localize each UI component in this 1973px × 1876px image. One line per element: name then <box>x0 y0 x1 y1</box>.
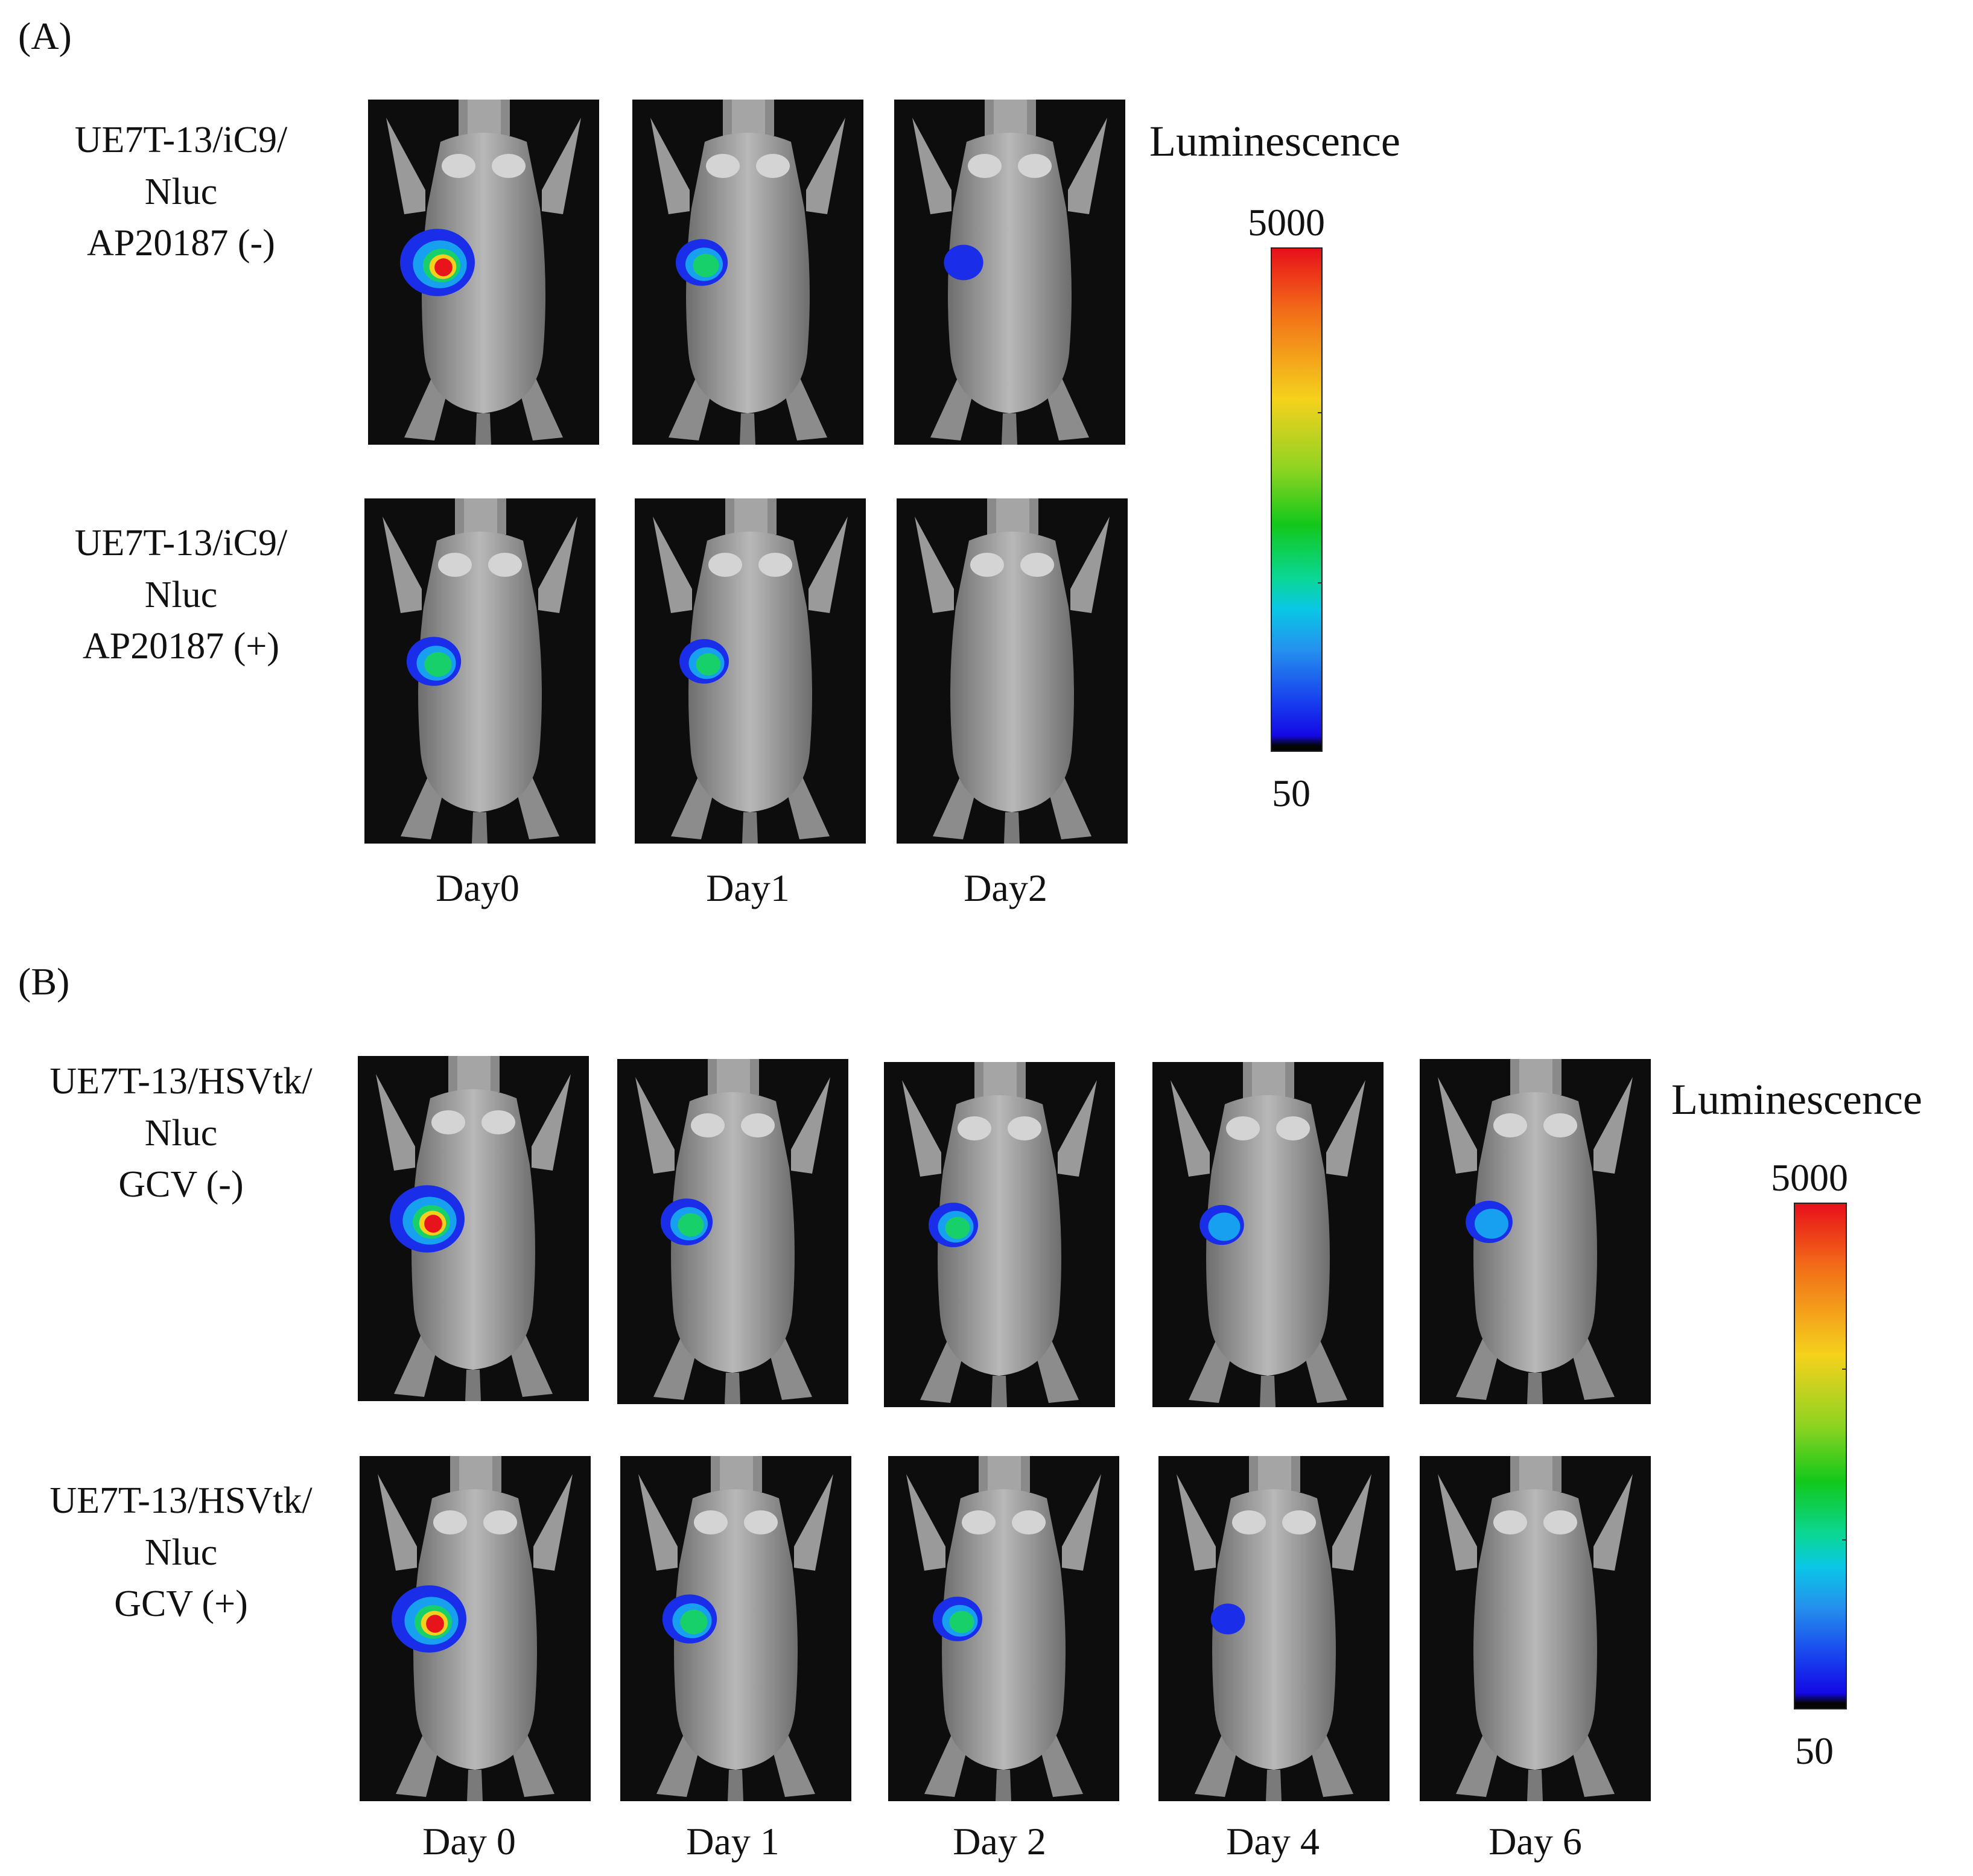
luminescence-signal <box>392 1585 466 1653</box>
scale-max-b: 5000 <box>1771 1156 1848 1199</box>
row-label-line1: UE7T-13/HSVtk/ <box>49 1061 313 1102</box>
luminescence-signal <box>675 239 728 286</box>
mouse-image-b-r2-day0 <box>360 1456 591 1801</box>
day-label-a-0: Day0 <box>436 866 519 909</box>
mouse-image-a-r1-day0 <box>368 100 599 445</box>
day-label-b-3: Day 4 <box>1226 1820 1320 1863</box>
luminescence-signal <box>1199 1204 1244 1245</box>
row-label-line2: Nluc <box>144 574 218 615</box>
colorbar-b <box>1794 1203 1847 1709</box>
panel-b-row1-label: UE7T-13/HSVtk/ Nluc GCV (-) <box>12 1056 350 1211</box>
day-label-a-2: Day2 <box>964 866 1047 909</box>
day-label-b-4: Day 6 <box>1488 1820 1582 1863</box>
day-label-b-2: Day 2 <box>953 1820 1046 1863</box>
colorbar-tick <box>1318 412 1323 413</box>
panel-a-row2-label: UE7T-13/iC9/ Nluc AP20187 (+) <box>42 518 320 673</box>
row-label-line2: Nluc <box>144 1112 218 1154</box>
mouse-image-b-r2-day1 <box>620 1456 851 1801</box>
luminescence-title-a: Luminescence <box>1149 117 1400 165</box>
mouse-image-b-r2-day2 <box>888 1456 1119 1801</box>
row-label-line2: Nluc <box>144 1531 218 1573</box>
mouse-image-a-r2-day1 <box>635 498 866 844</box>
row-label-line1: UE7T-13/iC9/ <box>74 119 288 161</box>
colorbar-a <box>1271 247 1323 752</box>
row-label-line3: AP20187 (+) <box>82 626 279 667</box>
mouse-image-b-r1-day6 <box>1420 1059 1651 1404</box>
panel-b-label: (B) <box>18 960 70 1003</box>
luminescence-signal <box>944 244 983 281</box>
mouse-image-a-r1-day2 <box>894 100 1125 445</box>
day-label-b-0: Day 0 <box>422 1820 516 1863</box>
luminescence-signal <box>929 1203 978 1247</box>
scale-min-a: 50 <box>1272 772 1311 815</box>
luminescence-signal <box>406 637 462 686</box>
mouse-image-b-r2-day6 <box>1420 1456 1651 1801</box>
row-label-line1: UE7T-13/HSVtk/ <box>49 1480 313 1521</box>
scale-min-b: 50 <box>1795 1729 1834 1772</box>
luminescence-signal <box>400 229 475 296</box>
colorbar-tick <box>1842 1369 1847 1370</box>
row-label-line1: UE7T-13/iC9/ <box>74 523 288 564</box>
row-label-line3: GCV (+) <box>114 1583 248 1625</box>
mouse-image-a-r1-day1 <box>632 100 863 445</box>
mouse-image-a-r2-day0 <box>364 498 596 844</box>
luminescence-signal <box>933 1597 982 1641</box>
luminescence-signal <box>1466 1200 1513 1244</box>
mouse-image-b-r1-day2 <box>884 1062 1115 1407</box>
row-label-line3: AP20187 (-) <box>87 223 275 264</box>
mouse-image-b-r1-day0 <box>358 1056 589 1401</box>
mouse-image-a-r2-day2 <box>897 498 1128 844</box>
colorbar-tick <box>1318 582 1323 583</box>
panel-a-label: (A) <box>18 14 72 57</box>
scale-max-a: 5000 <box>1248 201 1325 244</box>
luminescence-signal <box>1210 1603 1245 1635</box>
luminescence-signal <box>662 1594 717 1644</box>
luminescence-signal <box>390 1185 465 1253</box>
panel-b-row2-label: UE7T-13/HSVtk/ Nluc GCV (+) <box>12 1475 350 1630</box>
mouse-image-b-r1-day1 <box>617 1059 848 1404</box>
mouse-image-b-r1-day4 <box>1152 1062 1384 1407</box>
colorbar-tick <box>1842 1539 1847 1541</box>
row-label-line2: Nluc <box>144 171 218 212</box>
panel-a-row1-label: UE7T-13/iC9/ Nluc AP20187 (-) <box>42 115 320 270</box>
luminescence-signal <box>660 1198 713 1245</box>
luminescence-title-b: Luminescence <box>1671 1075 1922 1124</box>
day-label-b-1: Day 1 <box>686 1820 780 1863</box>
day-label-a-1: Day1 <box>706 866 790 909</box>
luminescence-signal <box>679 639 729 684</box>
row-label-line3: GCV (-) <box>118 1164 244 1206</box>
mouse-image-b-r2-day4 <box>1158 1456 1390 1801</box>
